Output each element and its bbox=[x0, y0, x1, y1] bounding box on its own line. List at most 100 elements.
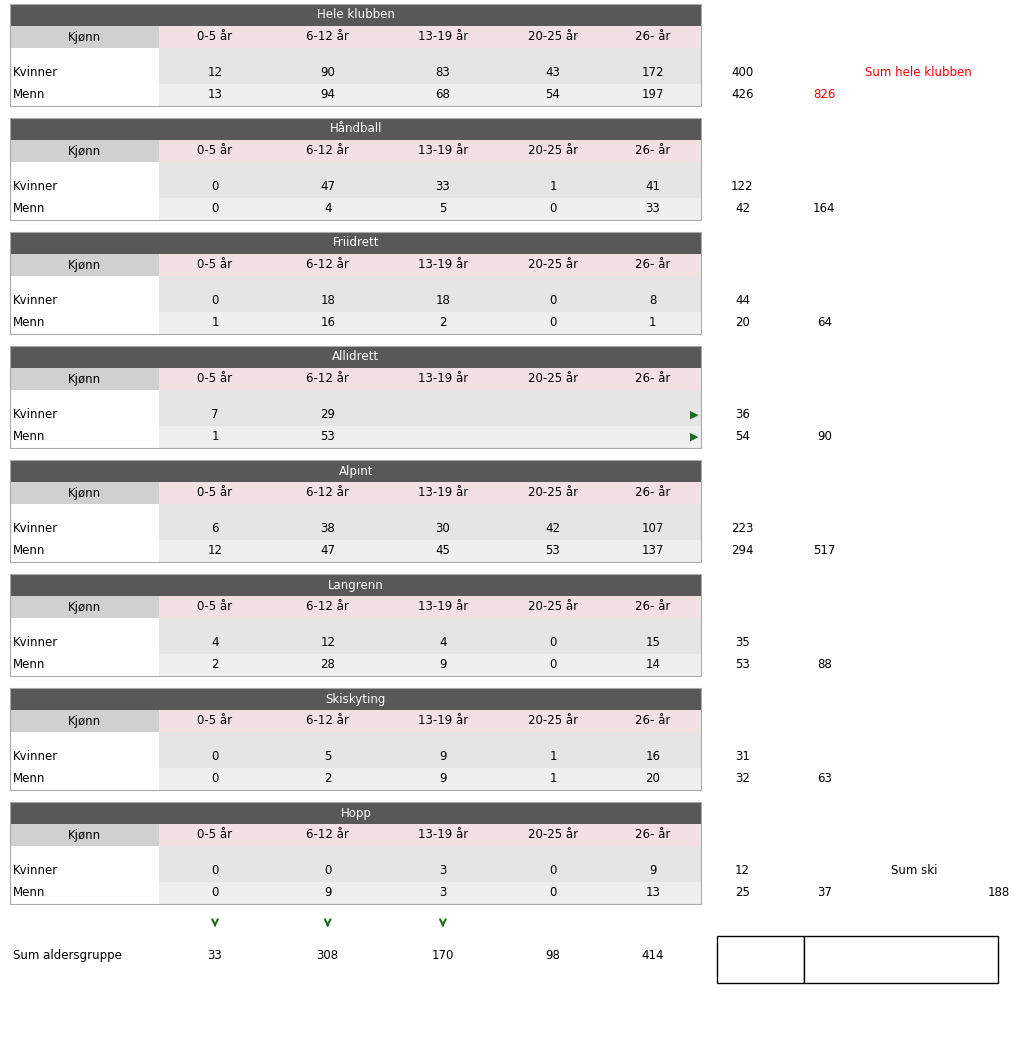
Text: 0: 0 bbox=[549, 887, 557, 900]
Bar bbox=[10, 732, 159, 746]
Bar bbox=[384, 198, 502, 220]
Text: 12: 12 bbox=[735, 864, 750, 878]
Bar bbox=[10, 276, 159, 290]
Text: Menn: Menn bbox=[13, 659, 46, 672]
Text: 37: 37 bbox=[817, 887, 831, 900]
Bar bbox=[384, 540, 502, 562]
Text: 35: 35 bbox=[735, 637, 750, 650]
Bar bbox=[10, 460, 701, 562]
Bar bbox=[604, 254, 701, 276]
Text: 7: 7 bbox=[211, 409, 219, 422]
Text: 188: 188 bbox=[987, 887, 1010, 900]
Text: Kvinner: Kvinner bbox=[13, 637, 58, 650]
Text: 54: 54 bbox=[735, 431, 750, 444]
Text: 6-12 år: 6-12 år bbox=[306, 600, 349, 614]
Bar bbox=[159, 710, 271, 732]
Text: 122: 122 bbox=[731, 181, 754, 194]
Bar bbox=[384, 518, 502, 540]
Bar bbox=[159, 654, 271, 676]
Bar bbox=[10, 482, 159, 504]
Bar bbox=[502, 632, 604, 654]
Bar bbox=[384, 504, 502, 518]
Text: 12: 12 bbox=[321, 637, 335, 650]
Bar bbox=[10, 824, 159, 846]
Text: 20-25 år: 20-25 år bbox=[528, 600, 578, 614]
Bar bbox=[10, 710, 159, 732]
Text: 26- år: 26- år bbox=[635, 258, 671, 272]
Bar bbox=[604, 618, 701, 632]
Text: Kjønn: Kjønn bbox=[68, 714, 101, 728]
Bar bbox=[604, 482, 701, 504]
Text: 20-25 år: 20-25 år bbox=[528, 714, 578, 728]
Bar bbox=[502, 732, 604, 746]
Text: 0: 0 bbox=[549, 317, 557, 329]
Bar bbox=[10, 688, 701, 790]
Text: 1: 1 bbox=[549, 181, 557, 194]
Text: 8: 8 bbox=[649, 295, 656, 308]
Text: 308: 308 bbox=[316, 949, 339, 961]
Bar bbox=[502, 390, 604, 404]
Text: 30: 30 bbox=[435, 523, 451, 536]
Text: 47: 47 bbox=[321, 181, 335, 194]
Bar bbox=[159, 618, 271, 632]
Text: Kjønn: Kjønn bbox=[68, 30, 101, 44]
Text: 12: 12 bbox=[208, 545, 222, 558]
Text: Kvinner: Kvinner bbox=[13, 181, 58, 194]
Text: 13: 13 bbox=[645, 887, 660, 900]
Bar bbox=[271, 596, 384, 618]
Text: 0: 0 bbox=[549, 659, 557, 672]
Bar bbox=[10, 504, 159, 518]
Text: 33: 33 bbox=[208, 949, 222, 961]
Bar bbox=[502, 746, 604, 768]
Bar bbox=[271, 404, 384, 426]
Bar bbox=[604, 26, 701, 48]
Bar bbox=[384, 768, 502, 790]
Text: 53: 53 bbox=[546, 545, 560, 558]
Bar bbox=[159, 846, 271, 860]
Text: 26- år: 26- år bbox=[635, 828, 671, 841]
Bar bbox=[10, 62, 159, 84]
Text: 12: 12 bbox=[208, 67, 222, 79]
Text: 13-19 år: 13-19 år bbox=[418, 144, 468, 158]
Text: Kjønn: Kjønn bbox=[68, 372, 101, 386]
Text: 16: 16 bbox=[321, 317, 335, 329]
Text: 426: 426 bbox=[731, 89, 754, 101]
Bar bbox=[10, 846, 159, 860]
Text: 13-19 år: 13-19 år bbox=[418, 714, 468, 728]
Bar bbox=[10, 346, 701, 448]
Text: 33: 33 bbox=[435, 181, 451, 194]
Bar bbox=[10, 26, 159, 48]
Bar bbox=[10, 540, 159, 562]
Text: 20-25 år: 20-25 år bbox=[528, 828, 578, 841]
Bar bbox=[604, 276, 701, 290]
Bar bbox=[384, 368, 502, 390]
Bar bbox=[10, 574, 701, 676]
Bar bbox=[159, 518, 271, 540]
Text: 137: 137 bbox=[642, 545, 664, 558]
Bar bbox=[502, 518, 604, 540]
Text: 25: 25 bbox=[735, 887, 750, 900]
Text: 13-19 år: 13-19 år bbox=[418, 30, 468, 44]
Bar bbox=[604, 768, 701, 790]
Bar bbox=[10, 232, 701, 334]
Bar bbox=[271, 276, 384, 290]
Bar bbox=[159, 84, 271, 106]
Text: 197: 197 bbox=[642, 89, 664, 101]
Text: 0-5 år: 0-5 år bbox=[198, 372, 232, 386]
Bar bbox=[159, 390, 271, 404]
Bar bbox=[159, 162, 271, 176]
Text: Menn: Menn bbox=[13, 317, 46, 329]
Text: 68: 68 bbox=[435, 89, 451, 101]
Bar bbox=[10, 346, 701, 368]
Bar bbox=[271, 26, 384, 48]
Text: 90: 90 bbox=[817, 431, 831, 444]
Text: 0: 0 bbox=[549, 203, 557, 215]
Bar bbox=[10, 460, 701, 482]
Text: 90: 90 bbox=[321, 67, 335, 79]
Text: 400: 400 bbox=[731, 67, 754, 79]
Bar bbox=[502, 62, 604, 84]
Bar bbox=[159, 368, 271, 390]
Bar bbox=[502, 768, 604, 790]
Bar bbox=[159, 276, 271, 290]
Text: Menn: Menn bbox=[13, 203, 46, 215]
